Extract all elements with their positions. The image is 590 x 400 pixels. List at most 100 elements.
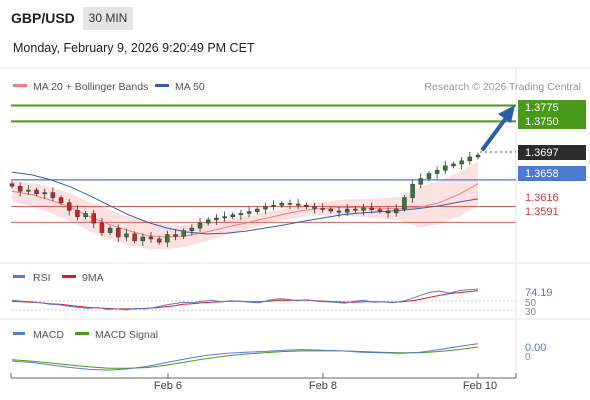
candle-body — [75, 210, 80, 217]
level-labels: 1.3775 1.3750 1.3697 1.3658 1.3616 1.359… — [518, 100, 586, 218]
legend-swatch-rsi — [13, 275, 25, 278]
rsi-tick-30: 30 — [525, 307, 537, 318]
candle-body — [295, 203, 301, 206]
candle-body — [214, 217, 219, 221]
candle-body — [459, 160, 464, 165]
x-tick-label: Feb 6 — [154, 380, 182, 392]
candle-body — [263, 206, 268, 210]
level-tag-pivot — [518, 166, 586, 181]
level-label-r2: 1.3775 — [525, 102, 559, 114]
level-label-r1: 1.3750 — [525, 116, 559, 128]
candle-body — [402, 197, 407, 210]
ma20-line — [11, 183, 479, 238]
candle-body — [9, 183, 15, 187]
candle-body — [148, 236, 154, 240]
level-label-pivot: 1.3658 — [525, 168, 559, 180]
candle-body — [222, 216, 227, 219]
candle-body — [189, 227, 195, 231]
bollinger-bands — [12, 161, 478, 250]
candle-body — [124, 233, 129, 238]
moving-averages — [11, 171, 479, 238]
candle-body — [279, 203, 285, 206]
candle-body — [271, 205, 276, 207]
candle-body — [66, 202, 72, 211]
currency-pair-title: GBP/USD — [11, 10, 75, 26]
candle-body — [255, 208, 260, 212]
candle-body — [467, 156, 473, 162]
x-tick-label: Feb 10 — [463, 380, 497, 392]
candle-body — [181, 230, 186, 237]
candle-body — [377, 209, 383, 212]
candle-body — [320, 208, 325, 210]
key-levels — [11, 104, 516, 223]
legend-swatch-macd-signal — [75, 332, 89, 335]
legend-label-macd-signal: MACD Signal — [95, 329, 158, 341]
candle-body — [304, 205, 309, 207]
candle-body — [451, 163, 456, 167]
candle-body — [99, 222, 105, 233]
level-tag-r1 — [518, 114, 586, 129]
macd-signal-line — [11, 346, 479, 369]
watermark-text: Research © 2026 Trading Central — [424, 81, 581, 93]
candle-body — [312, 206, 317, 209]
rsi-value-label: 74.19 — [525, 287, 553, 299]
candle-body — [287, 203, 293, 205]
legend-swatch-ma50 — [155, 84, 169, 87]
chart-datetime: Monday, February 9, 2026 9:20:49 PM CET — [13, 41, 255, 55]
legend-label-rsi: RSI — [33, 272, 51, 284]
candle-body — [116, 227, 121, 238]
legend-swatch-9ma — [62, 275, 76, 278]
candle-body — [361, 207, 366, 211]
ma50-line — [11, 171, 479, 235]
candle-body — [107, 227, 113, 233]
candle-body — [132, 233, 137, 242]
macd-lines — [11, 343, 479, 371]
timeframe-badge[interactable]: 30 MIN — [83, 7, 133, 30]
level-label-s2: 1.3591 — [525, 206, 559, 218]
candle-body — [246, 211, 252, 214]
candle-body — [173, 234, 178, 237]
x-axis: Feb 6 Feb 8 Feb 10 — [10, 373, 517, 392]
candle-body — [434, 170, 440, 174]
rsi-legend: RSI 9MA — [13, 272, 104, 284]
candlesticks — [9, 151, 481, 248]
candle-body — [165, 234, 170, 243]
legend-swatch-macd — [13, 332, 25, 335]
candle-body — [34, 189, 39, 195]
macd-legend: MACD MACD Signal — [13, 329, 158, 341]
candle-body — [475, 154, 481, 158]
candle-body — [393, 208, 399, 214]
legend-label-ma20: MA 20 + Bollinger Bands — [33, 81, 148, 93]
candle-body — [336, 210, 342, 213]
candle-body — [42, 192, 47, 195]
level-label-price: 1.3697 — [525, 147, 559, 159]
candle-body — [230, 214, 235, 217]
legend-main: MA 20 + Bollinger Bands MA 50 — [13, 81, 205, 93]
macd-value-label: 0.00 — [525, 342, 546, 354]
candle-body — [369, 207, 374, 210]
rsi-lines — [11, 288, 479, 311]
macd-tick-0: 0 — [525, 352, 531, 363]
bollinger-band-area — [12, 161, 478, 250]
level-tag-r2 — [518, 100, 586, 115]
macd-line — [11, 343, 479, 371]
candle-body — [50, 192, 56, 198]
level-tag-price — [518, 145, 586, 160]
x-tick-label: Feb 8 — [309, 380, 337, 392]
candle-body — [385, 210, 391, 214]
candle-body — [443, 165, 448, 171]
candle-body — [344, 208, 350, 213]
level-label-s1: 1.3616 — [525, 192, 559, 204]
legend-label-9ma: 9MA — [82, 272, 104, 284]
candle-body — [156, 238, 162, 243]
candle-body — [426, 173, 432, 179]
legend-swatch-ma20 — [13, 84, 27, 87]
rsi-line — [11, 288, 479, 311]
legend-label-macd: MACD — [33, 329, 64, 341]
candle-body — [140, 236, 146, 242]
legend-label-ma50: MA 50 — [175, 81, 205, 93]
rsi-tick-50: 50 — [525, 298, 537, 309]
candle-body — [197, 222, 203, 229]
candle-body — [17, 185, 23, 192]
